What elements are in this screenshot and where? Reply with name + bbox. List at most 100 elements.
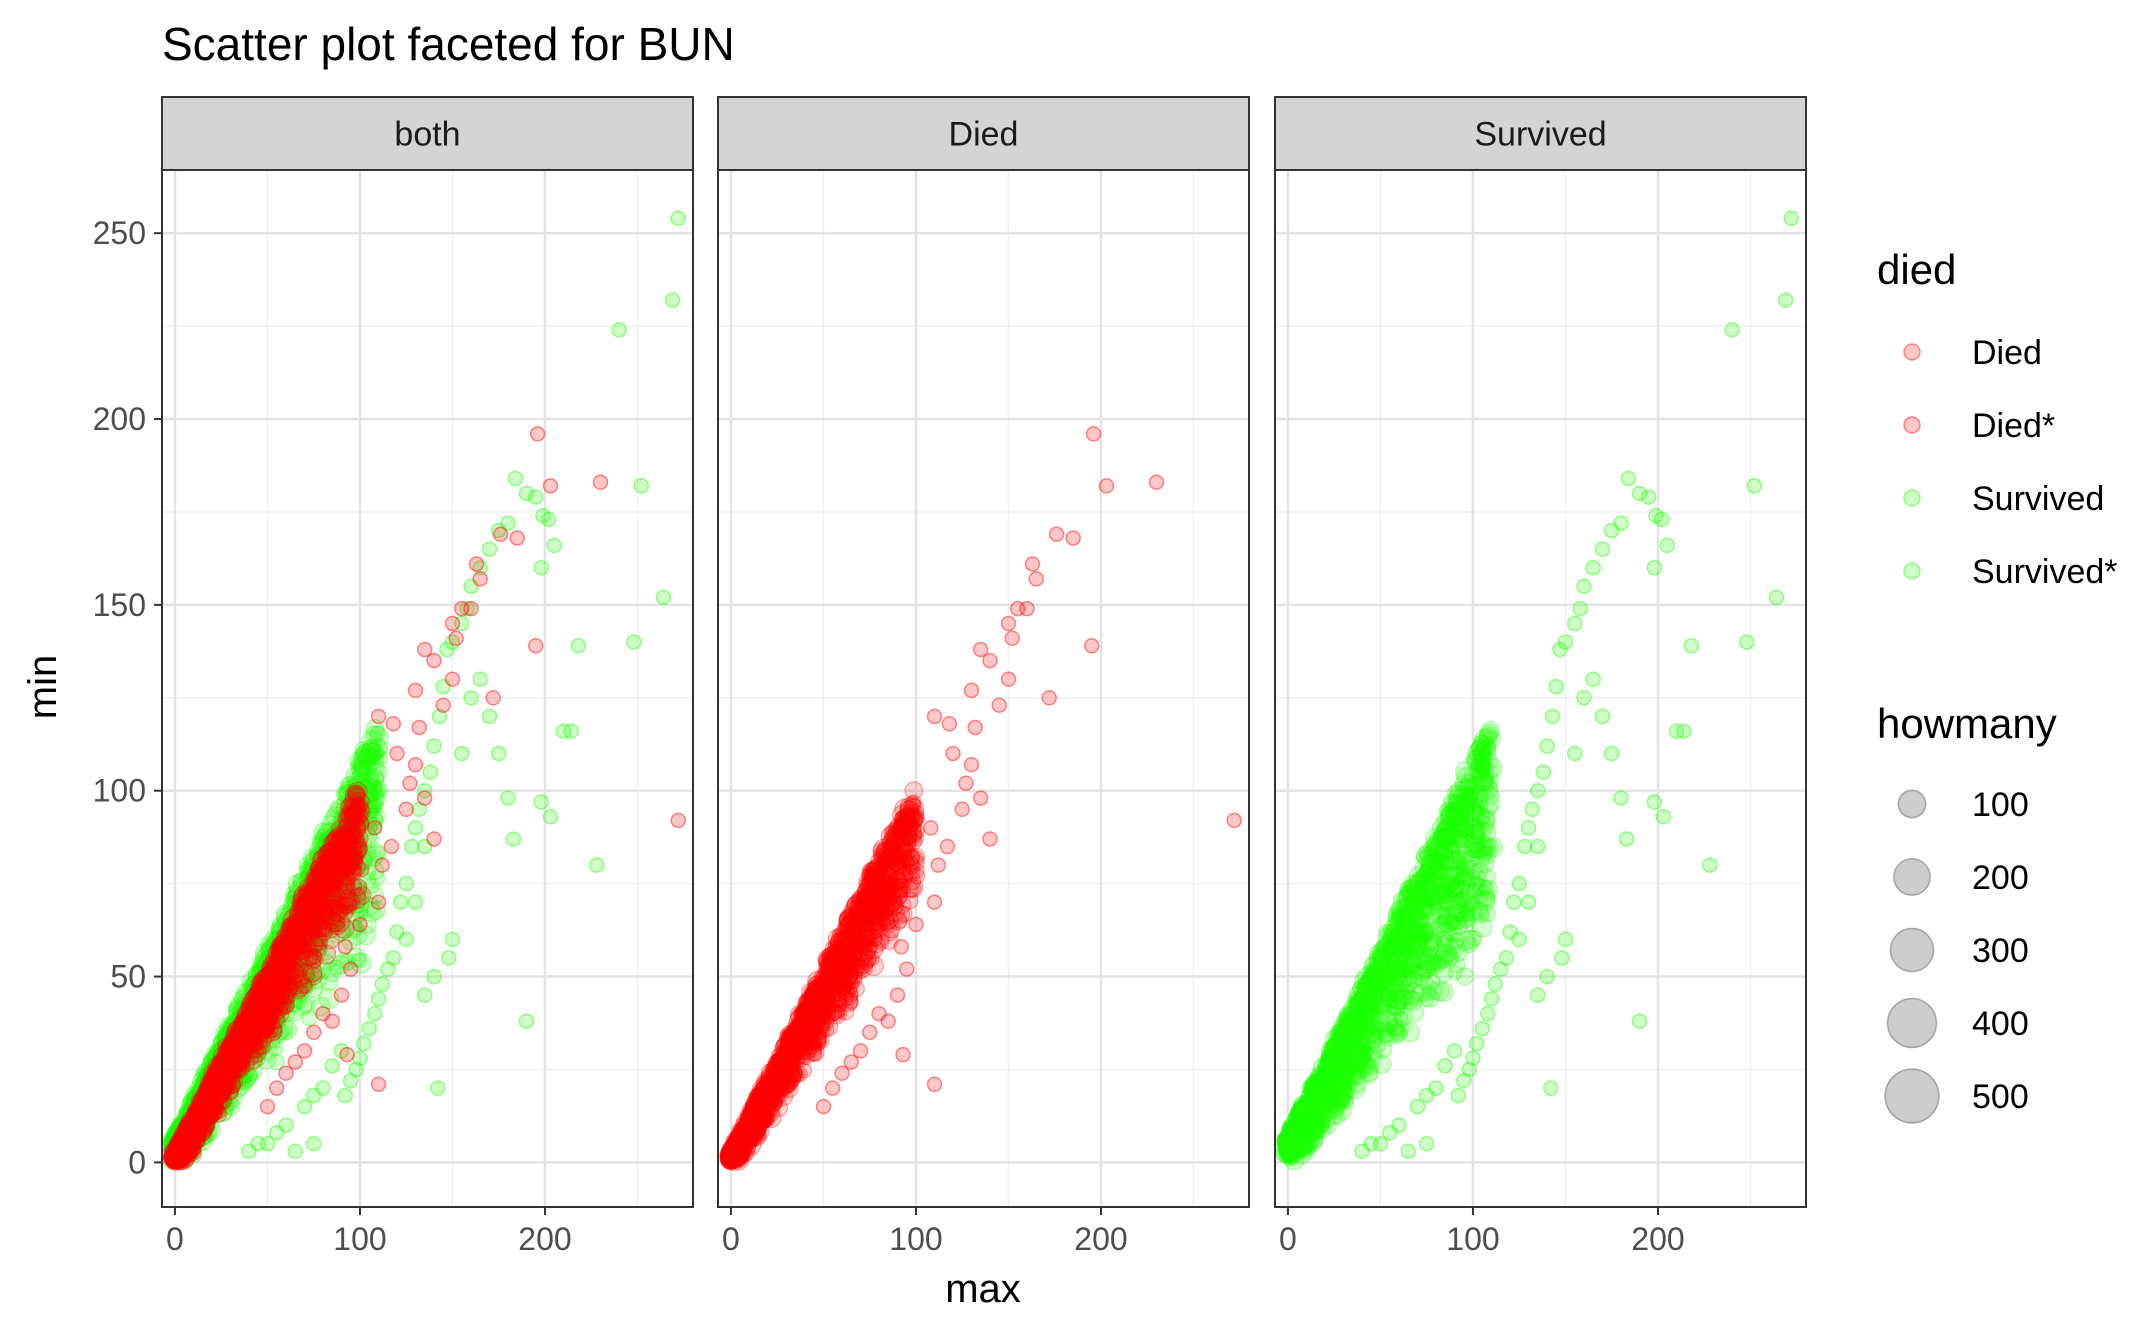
point-f0-survived-cloud-15 <box>173 1136 191 1154</box>
point-f0-survived-cloud-107 <box>288 981 310 1003</box>
point-f0-survived-cloud-188 <box>325 850 345 871</box>
point-f0-survived-cloud-128 <box>219 1068 237 1085</box>
point-f0-survived-cloud-232 <box>313 879 329 896</box>
point-f0-survived-cloud-176 <box>247 1040 267 1059</box>
point-f0-survived-cloud-148 <box>183 1107 204 1127</box>
y-tick-label-3: 150 <box>93 587 146 623</box>
point-f0-survived-cloud-229 <box>236 1065 258 1087</box>
point-f0-survived-cloud-208 <box>193 1078 214 1099</box>
point-f0-survived-59 <box>481 708 498 725</box>
point-f0-survived-cloud-165 <box>359 810 377 828</box>
point-f0-survived-cloud-247 <box>302 867 319 884</box>
point-f0-survived-cloud-253 <box>347 771 366 791</box>
point-f0-died-1 <box>542 478 559 494</box>
point-f0-died-cloud-1689 <box>306 948 323 965</box>
point-f0-survived-cloud-11 <box>314 903 334 922</box>
point-f0-survived-cloud-75 <box>193 1128 211 1146</box>
point-f0-survived-cloud-139 <box>315 828 332 845</box>
y-tick-label-0: 0 <box>128 1144 146 1180</box>
point-f0-died-cloud-1697 <box>209 1073 226 1089</box>
point-f0-survived-cloud-9 <box>293 894 312 914</box>
point-f0-survived-cloud-64 <box>281 957 302 978</box>
point-f0-survived-cloud-38 <box>188 1100 208 1120</box>
point-f0-survived-cloud-144 <box>211 1101 233 1123</box>
point-f0-survived-cloud-156 <box>264 1032 281 1048</box>
point-f0-survived-43 <box>355 1035 372 1052</box>
point-f0-survived-55 <box>533 794 550 810</box>
point-f0-survived-cloud-173 <box>192 1107 215 1129</box>
point-f0-survived-cloud-93 <box>348 795 367 815</box>
point-f0-survived-cloud-123 <box>166 1131 187 1152</box>
x-tick-label-0-0: 0 <box>166 1221 184 1257</box>
point-f0-survived-cloud-184 <box>171 1121 192 1143</box>
point-f0-died-35 <box>305 1024 322 1041</box>
point-f0-survived-cloud-210 <box>335 874 353 892</box>
point-f0-survived-cloud-206 <box>187 1109 206 1129</box>
chart-title: Scatter plot faceted for BUN <box>162 18 735 70</box>
point-f0-survived-cloud-201 <box>176 1115 196 1135</box>
point-f0-survived-cloud-55 <box>233 989 253 1009</box>
point-f0-survived-cloud-52 <box>171 1119 189 1137</box>
point-f0-survived-cloud-27 <box>171 1132 189 1150</box>
point-f0-survived-cloud-159 <box>282 900 301 920</box>
point-f0-survived-56 <box>542 808 559 825</box>
point-f0-survived-cloud-117 <box>314 845 331 863</box>
point-f0-survived-cloud-69 <box>166 1134 187 1154</box>
point-f0-survived-cloud-44 <box>251 957 272 978</box>
point-f0-survived-cloud-186 <box>236 1023 253 1040</box>
point-f0-died-cloud-1690 <box>264 954 281 971</box>
point-f0-survived-cloud-222 <box>196 1124 216 1144</box>
point-f0-survived-cloud-80 <box>349 898 369 918</box>
point-f0-survived-cloud-134 <box>275 937 291 954</box>
point-f0-survived-cloud-115 <box>238 1017 255 1034</box>
point-f0-survived-cloud-8 <box>250 985 267 1002</box>
point-f0-survived-cloud-7 <box>291 940 311 960</box>
point-f0-survived-cloud-245 <box>210 1045 227 1062</box>
point-f0-survived-29 <box>422 764 439 780</box>
point-f0-died-cloud-1679 <box>226 1020 248 1042</box>
point-f0-survived-2 <box>611 322 627 338</box>
point-f0-died-16 <box>416 641 433 658</box>
point-f0-died-cloud-1669 <box>305 870 326 891</box>
point-f0-survived-cloud-170 <box>259 971 279 991</box>
point-f0-survived-cloud-58 <box>174 1133 195 1154</box>
point-f0-survived-cloud-90 <box>167 1134 188 1155</box>
point-f0-survived-70 <box>296 1098 313 1115</box>
point-f0-survived-cloud-174 <box>301 865 318 882</box>
point-f0-survived-cloud-171 <box>329 866 346 882</box>
point-f0-died-53 <box>244 1020 261 1037</box>
point-f0-survived-0 <box>670 210 686 227</box>
point-f0-died-23 <box>416 790 433 806</box>
point-f0-survived-cloud-19 <box>255 1036 274 1054</box>
point-f0-survived-cloud-10 <box>348 837 365 853</box>
point-f0-survived-cloud-120 <box>194 1090 216 1112</box>
point-f0-died-0 <box>529 426 546 442</box>
point-f0-survived-cloud-60 <box>335 785 353 803</box>
point-f0-died-33 <box>339 1046 355 1063</box>
point-f0-survived-cloud-82 <box>309 845 328 865</box>
point-f0-survived-cloud-230 <box>179 1105 197 1123</box>
point-f0-survived-16 <box>507 470 524 487</box>
point-f0-survived-cloud-104 <box>330 921 350 942</box>
point-f0-survived-cloud-212 <box>222 1072 241 1091</box>
point-f0-died-54 <box>233 1043 250 1059</box>
point-f0-survived-cloud-105 <box>244 1028 261 1045</box>
point-f0-survived-cloud-227 <box>169 1137 186 1154</box>
point-f0-survived-cloud-17 <box>166 1130 185 1149</box>
point-f0-died-30 <box>333 987 350 1003</box>
point-f0-survived-cloud-147 <box>164 1131 183 1151</box>
point-f0-survived-cloud-237 <box>168 1125 186 1142</box>
point-f0-survived-cloud-3 <box>212 1053 228 1069</box>
point-f0-died-40 <box>259 1098 276 1115</box>
point-f0-died-6 <box>527 638 544 654</box>
point-f0-survived-cloud-226 <box>206 1056 227 1077</box>
point-f0-survived-cloud-181 <box>270 963 289 981</box>
point-f0-survived-cloud-39 <box>236 1006 253 1024</box>
point-f0-died-20 <box>389 745 405 762</box>
point-f0-survived-49 <box>441 950 457 966</box>
point-f0-died-11 <box>453 600 470 617</box>
point-f0-survived-cloud-65 <box>339 833 361 855</box>
point-f0-died-44 <box>385 716 402 732</box>
